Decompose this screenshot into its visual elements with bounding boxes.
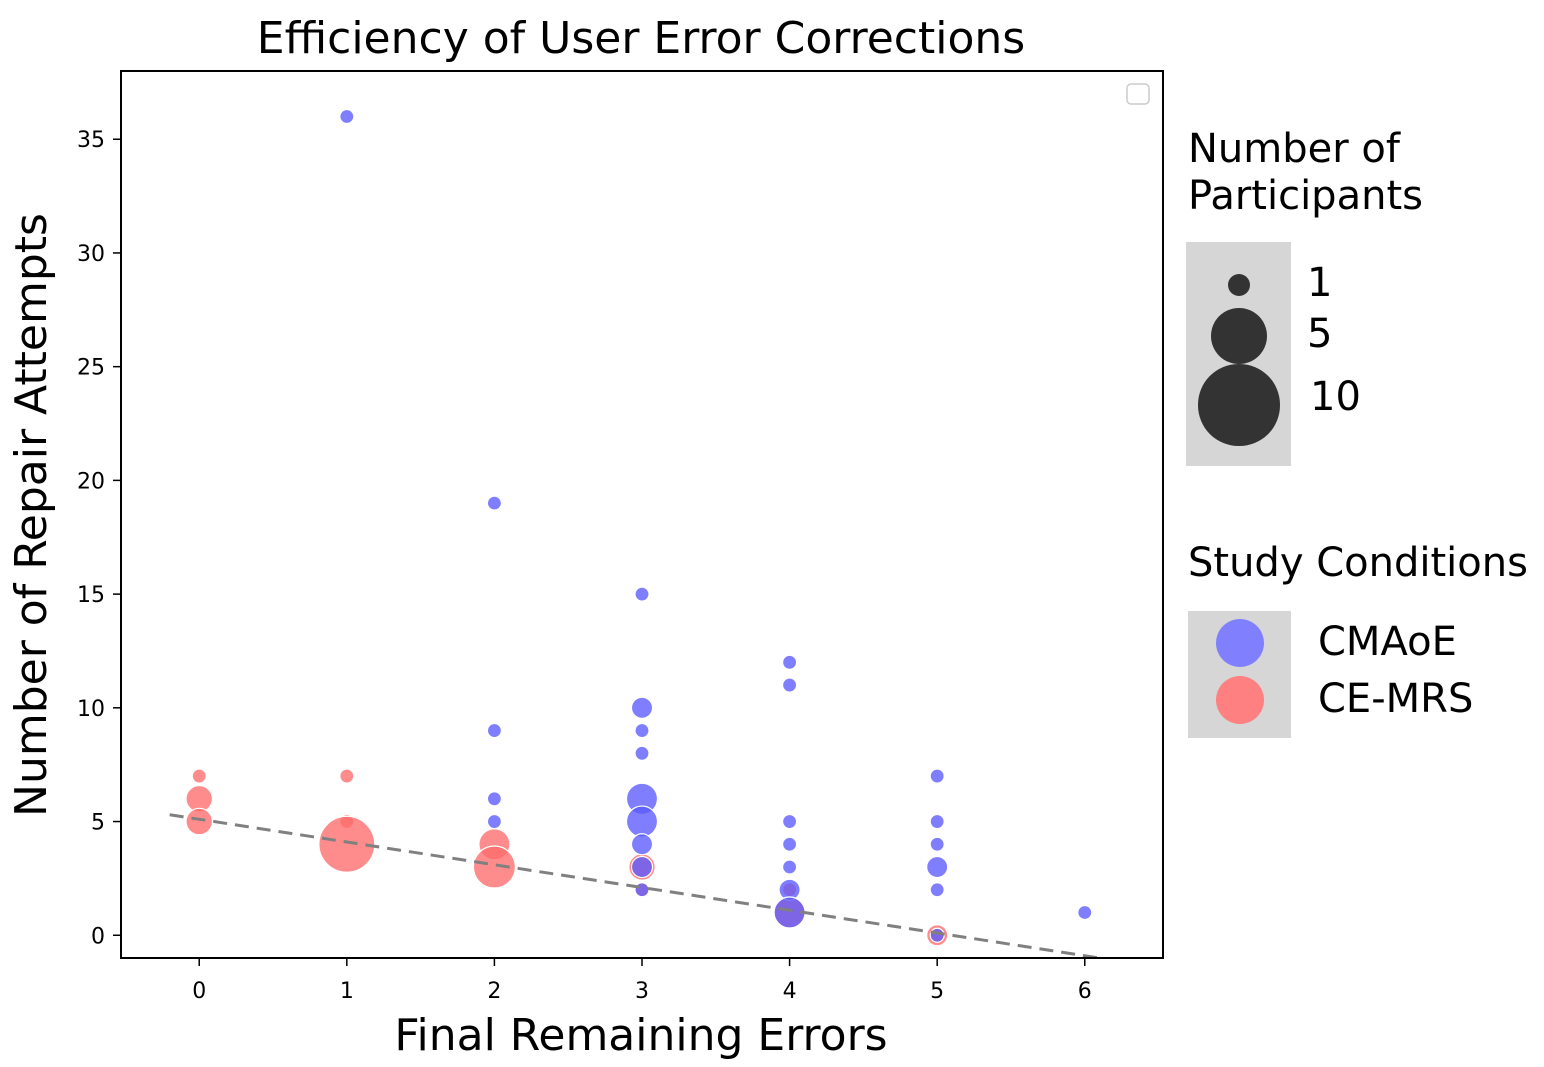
condition-legend-marker: [1216, 676, 1264, 724]
data-point: [781, 677, 798, 693]
empty-legend-box: [1126, 83, 1150, 105]
data-point: [929, 836, 945, 852]
x-tick-label: 6: [1078, 979, 1092, 1004]
data-point: [630, 855, 654, 879]
x-tick-label: 5: [930, 979, 944, 1004]
data-point: [191, 768, 207, 784]
x-tick-label: 0: [192, 979, 206, 1004]
data-point: [929, 813, 945, 830]
plot-frame: [120, 70, 1164, 959]
data-point: [926, 855, 949, 879]
size-legend-label: 5: [1307, 311, 1333, 357]
data-point: [634, 882, 650, 898]
size-legend-marker: [1198, 364, 1280, 446]
data-point: [486, 495, 503, 511]
data-point: [185, 807, 214, 836]
x-tick-label: 2: [487, 979, 501, 1004]
data-point: [781, 654, 798, 670]
size-legend-label: 1: [1307, 260, 1333, 306]
y-tick-label: 15: [77, 583, 105, 608]
size-legend-title-line2: Participants: [1188, 173, 1423, 219]
y-tick-label: 10: [77, 697, 105, 722]
size-legend-title: Number of Participants: [1188, 126, 1423, 220]
y-tick-label: 30: [77, 242, 105, 267]
y-tick-label: 35: [77, 128, 105, 153]
size-legend-label: 10: [1310, 374, 1361, 420]
data-point: [630, 696, 654, 719]
y-axis-label: Number of Repair Attempts: [6, 213, 57, 817]
data-point: [472, 845, 516, 889]
y-tick-label: 25: [77, 356, 105, 381]
y-tick-label: 20: [77, 469, 105, 494]
y-tick-label: 0: [91, 924, 105, 949]
data-point: [634, 745, 650, 761]
data-point: [929, 882, 945, 898]
condition-legend-marker: [1216, 619, 1264, 667]
data-point: [486, 813, 503, 830]
data-point: [929, 768, 945, 784]
chart-title: Efficiency of User Error Corrections: [257, 13, 1025, 64]
x-axis-label: Final Remaining Errors: [394, 1010, 887, 1061]
data-point: [339, 108, 355, 125]
y-tick-label: 5: [91, 811, 105, 836]
data-point: [318, 815, 376, 873]
size-legend-marker: [1228, 274, 1250, 296]
size-legend-title-line1: Number of: [1188, 126, 1400, 172]
x-tick-label: 4: [783, 979, 797, 1004]
data-point: [630, 833, 654, 856]
data-point: [486, 791, 503, 807]
x-tick-label: 1: [340, 979, 354, 1004]
data-point: [781, 813, 798, 830]
condition-legend-title: Study Conditions: [1188, 540, 1528, 586]
condition-legend-label: CMAoE: [1318, 619, 1457, 665]
data-point: [929, 927, 945, 943]
data-point: [781, 859, 798, 875]
data-point: [634, 586, 650, 602]
data-point: [634, 722, 650, 739]
data-point: [1077, 904, 1093, 921]
x-tick-label: 3: [635, 979, 649, 1004]
data-point: [339, 768, 355, 784]
trend-line: [169, 813, 1100, 960]
data-point: [781, 836, 798, 852]
condition-legend-label: CE-MRS: [1318, 676, 1474, 722]
data-point: [625, 805, 659, 838]
data-point: [486, 722, 503, 739]
size-legend-marker: [1211, 308, 1267, 364]
